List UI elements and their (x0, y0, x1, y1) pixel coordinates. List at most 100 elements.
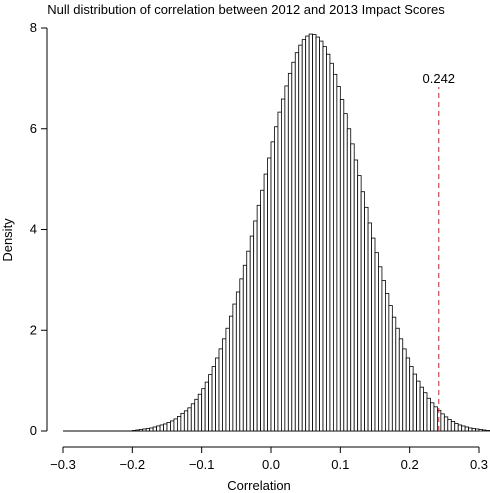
histogram-bar (270, 141, 275, 432)
histogram-bar (253, 220, 258, 432)
histogram-bar (343, 113, 348, 432)
histogram-bar (357, 175, 362, 432)
histogram-bar (443, 416, 449, 432)
histogram-bar (468, 427, 473, 432)
histogram-bar (329, 62, 334, 432)
histogram-bar (461, 425, 466, 432)
histogram-bar (457, 424, 463, 432)
histogram-bar (291, 61, 296, 432)
observed-value-label: 0.242 (423, 71, 456, 86)
histogram-bar (215, 357, 220, 432)
histogram-bar (242, 264, 248, 432)
x-tick-label: 0.3 (470, 457, 488, 472)
histogram-bar (395, 327, 400, 432)
histogram-bar (249, 235, 255, 432)
histogram-bar (364, 206, 369, 432)
histogram-bar (402, 348, 407, 432)
histogram-bar (339, 99, 345, 432)
histogram-bar (190, 403, 196, 432)
histogram-bar (201, 388, 206, 432)
histogram-bar (277, 111, 282, 432)
histogram-bar (149, 427, 154, 432)
histogram-bar (176, 415, 182, 432)
histogram-bar (263, 173, 268, 432)
histogram-bar (398, 338, 404, 432)
histogram-bar (183, 410, 189, 432)
histogram-bar (312, 34, 317, 432)
histogram-bar (163, 423, 168, 432)
histogram-bar (482, 429, 487, 432)
histogram-bar (336, 86, 341, 432)
histogram-bar (360, 191, 365, 432)
histogram-bar (450, 421, 456, 432)
histogram-bar (218, 348, 223, 432)
histogram-bar (211, 366, 216, 432)
histogram-bar (194, 398, 199, 432)
x-axis-label: Correlation (227, 478, 291, 493)
x-axis: −0.3 −0.2 −0.1 0.0 0.1 0.2 0.3 (50, 446, 488, 472)
histogram-bar (156, 425, 161, 432)
histogram-bar (287, 72, 293, 432)
histogram-bar (384, 293, 390, 432)
histogram-bar (374, 252, 379, 432)
y-tick-label: 0 (30, 423, 37, 438)
histogram-bar (346, 128, 352, 432)
x-tick-label: 0.1 (331, 457, 349, 472)
histogram-bar (322, 46, 327, 432)
histogram-bar (464, 426, 469, 432)
histogram-bar (159, 424, 164, 432)
histogram-bar (305, 35, 310, 432)
histogram-bar (170, 420, 175, 432)
histogram-bar (135, 429, 140, 432)
histogram-bar (367, 222, 372, 432)
histogram-bar (131, 430, 137, 432)
histogram-bar (301, 39, 307, 432)
y-axis-label: Density (0, 218, 15, 262)
y-tick-label: 2 (30, 322, 37, 337)
histogram-bar (204, 381, 209, 432)
histogram-bar (326, 53, 331, 432)
histogram-bar (294, 52, 300, 432)
y-tick-label: 4 (30, 222, 37, 237)
histogram-bar (353, 159, 359, 432)
histogram-bar (440, 413, 445, 432)
chart-title: Null distribution of correlation between… (47, 2, 445, 17)
x-tick-label: −0.3 (50, 457, 76, 472)
histogram-bars (63, 33, 490, 432)
histogram-bar (166, 422, 171, 432)
histogram-bar (388, 305, 393, 432)
histogram-bar (267, 157, 272, 432)
y-tick-label: 8 (30, 20, 37, 35)
y-tick-label: 6 (30, 121, 37, 136)
histogram-bar (235, 291, 241, 432)
histogram-bar (412, 373, 417, 432)
histogram-bar (475, 428, 480, 432)
histogram-bar (308, 33, 313, 432)
histogram-bar (454, 423, 459, 432)
histogram-bar (225, 327, 230, 432)
histogram-bar (423, 392, 428, 432)
x-tick-label: −0.1 (189, 457, 215, 472)
histogram-bar (371, 237, 376, 432)
histogram-bar (152, 426, 157, 432)
histogram-bar (274, 126, 279, 432)
histogram-bar (419, 386, 424, 432)
histogram-bar (280, 98, 286, 432)
x-tick-label: 0.2 (401, 457, 419, 472)
histogram-bar (409, 366, 414, 432)
histogram-bar (256, 204, 261, 432)
histogram-bar (378, 266, 383, 432)
histogram-bar (232, 303, 237, 432)
histogram-bar (222, 338, 227, 432)
histogram-bar (381, 279, 386, 432)
histogram-bar (471, 428, 476, 432)
histogram-bar (433, 406, 438, 432)
histogram-bar (246, 250, 251, 432)
histogram-bar (391, 316, 397, 432)
histogram-bar (228, 315, 234, 432)
histogram-bar (478, 429, 483, 432)
histogram-bar (142, 428, 147, 432)
histogram-bar (350, 143, 355, 432)
histogram-bar (187, 407, 192, 432)
